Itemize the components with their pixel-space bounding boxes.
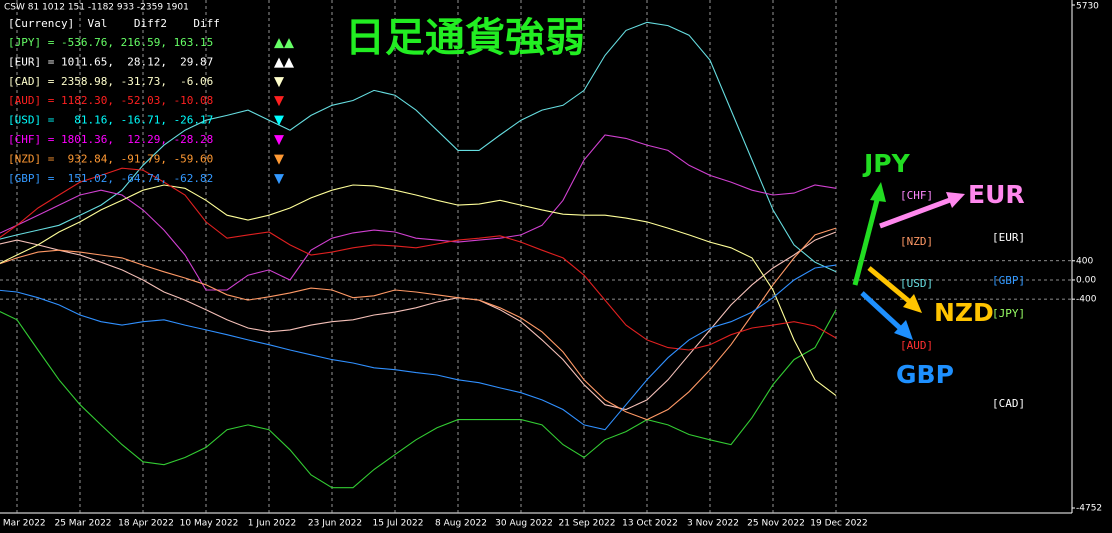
arrow xyxy=(879,197,951,229)
lines xyxy=(0,21,837,489)
trend-arrows: ▼ xyxy=(274,133,284,148)
x-tick-label: 3 Nov 2022 xyxy=(687,519,739,529)
table-row: [JPY] = -536.76, 216.59, 163.15 xyxy=(8,36,213,49)
series-line xyxy=(0,184,837,397)
x-tick-label: 1 Jun 2022 xyxy=(248,519,296,529)
series-line xyxy=(0,264,837,431)
overlay: CSW 81 1012 151 -1182 933 -2359 1901 [Cu… xyxy=(4,3,1025,411)
x-tick-label: 30 Aug 2022 xyxy=(495,519,553,529)
end-label: [AUD] xyxy=(900,339,933,352)
arrow-head xyxy=(894,320,913,340)
series-line xyxy=(0,227,837,421)
series-line xyxy=(0,21,837,273)
table-row: [GBP] = 151.02, -64.74, -62.82 xyxy=(8,172,213,185)
arrow-head xyxy=(903,294,922,313)
y-tick-label: 5730 xyxy=(1076,2,1099,12)
table-header: [Currency] Val Diff2 Diff xyxy=(8,17,220,30)
grid xyxy=(0,0,1072,513)
table-row: [AUD] = 1182.30, -52.03, -10.08 xyxy=(8,94,213,107)
x-tick-label: 8 Aug 2022 xyxy=(435,519,487,529)
header: CSW 81 1012 151 -1182 933 -2359 1901 xyxy=(4,3,189,13)
table-row: [NZD] = 932.84, -91.79, -59.60 xyxy=(8,152,213,165)
x-tick-label: 13 Oct 2022 xyxy=(622,519,678,529)
annotation: EUR xyxy=(968,180,1025,209)
trend-arrows: ▲▲ xyxy=(274,36,294,51)
end-label: [GBP] xyxy=(992,274,1025,287)
table-row: [EUR] = 1011.65, 28.12, 29.87 xyxy=(8,55,213,68)
series-line xyxy=(0,231,837,411)
table-row: [CHF] = 1801.36, 12.29, -28.28 xyxy=(8,133,213,146)
x-tick-label: 21 Sep 2022 xyxy=(558,519,615,529)
series-line xyxy=(0,134,837,291)
trend-arrows: ▲▲ xyxy=(274,55,294,70)
trend-arrows: ▼ xyxy=(274,113,284,128)
annotation: JPY xyxy=(862,149,911,178)
y-tick-label: 0.00 xyxy=(1076,275,1096,285)
x-tick-label: 10 May 2022 xyxy=(180,519,239,529)
series-line xyxy=(0,309,837,489)
y-tick-label: -4752 xyxy=(1076,504,1102,514)
y-tick-label: 400 xyxy=(1076,256,1093,266)
end-label: [EUR] xyxy=(992,231,1025,244)
arrow xyxy=(867,266,912,304)
arrow xyxy=(852,195,881,286)
x-tick-label: 23 Jun 2022 xyxy=(308,519,362,529)
end-label: [NZD] xyxy=(900,235,933,248)
trend-arrows: ▼ xyxy=(274,171,284,186)
arrow xyxy=(860,291,902,330)
x-tick-label: 25 Nov 2022 xyxy=(747,519,805,529)
series-line xyxy=(0,167,837,351)
x-tick-label: 15 Jul 2022 xyxy=(373,519,424,529)
y-tick-label: -400 xyxy=(1076,295,1097,305)
end-label: [CAD] xyxy=(992,397,1025,410)
chart-title: 日足通貨強弱 xyxy=(345,15,585,61)
x-tick-label: 18 Apr 2022 xyxy=(118,519,174,529)
x-tick-label: 19 Dec 2022 xyxy=(810,519,868,529)
x-tick-label: 7 Mar 2022 xyxy=(0,519,46,529)
table-row: [CAD] = 2358.98, -31.73, -6.06 xyxy=(8,75,213,88)
table-row: [USD] = 81.16, -16.71, -26.17 xyxy=(8,114,213,127)
x-tick-label: 25 Mar 2022 xyxy=(54,519,111,529)
trend-arrows: ▼ xyxy=(274,94,284,109)
end-label: [CHF] xyxy=(900,189,933,202)
annotation: NZD xyxy=(934,298,994,327)
annotation: GBP xyxy=(896,360,954,389)
arrow-head xyxy=(946,192,965,208)
trend-arrows: ▼ xyxy=(274,74,284,89)
arrow-head xyxy=(870,182,886,202)
trend-arrows: ▼ xyxy=(274,152,284,167)
end-label: [JPY] xyxy=(992,307,1025,320)
end-label: [USD] xyxy=(900,277,933,290)
